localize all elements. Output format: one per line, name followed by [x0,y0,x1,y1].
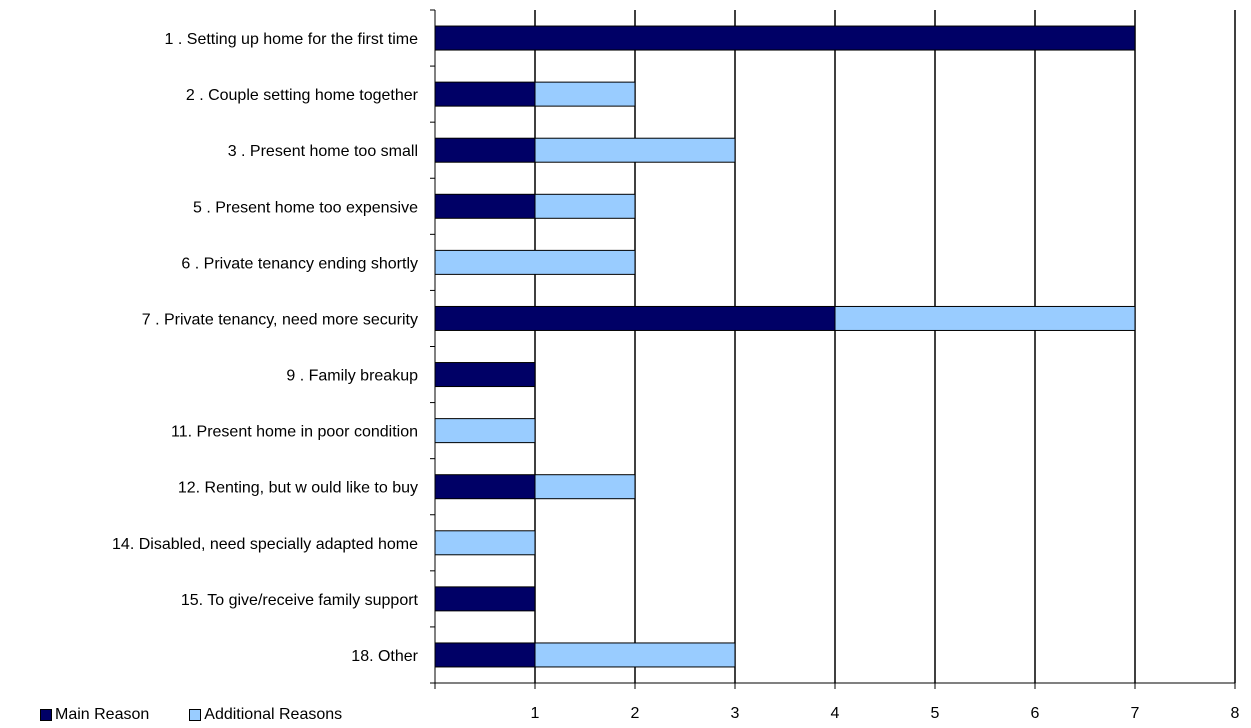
bar-main-reason-4 [434,193,536,219]
x-tick-label-8: 8 [1231,705,1240,722]
category-label: 7 . Private tenancy, need more security [142,311,418,328]
x-tick-label-3: 3 [731,705,740,722]
bars [434,25,1136,668]
bar-main-reason-1 [434,25,1136,51]
x-tick-label-7: 7 [1131,705,1140,722]
bar-additional-reasons-2 [534,81,636,107]
bar-additional-reasons-4 [534,193,636,219]
bar-additional-reasons-3 [534,137,736,163]
bar-main-reason-12 [434,642,536,668]
legend-label-main-reason: Main Reason [55,706,150,723]
bar-additional-reasons-6 [834,305,1136,331]
legend-item-additional-reasons: Additional Reasons [189,706,342,724]
bar-main-reason-6 [434,305,836,331]
bar-additional-reasons-9 [534,474,636,500]
category-label: 12. Renting, but w ould like to buy [178,480,418,497]
category-label: 9 . Family breakup [286,368,418,385]
bar-additional-reasons-12 [534,642,736,668]
category-label: 3 . Present home too small [228,143,418,160]
bar-additional-reasons-8 [434,418,536,444]
category-label: 14. Disabled, need specially adapted hom… [112,536,418,553]
x-tick-label-4: 4 [831,705,840,722]
legend-swatch-main-reason [40,709,52,721]
x-tick-label-1: 1 [531,705,540,722]
category-label: 11. Present home in poor condition [171,424,418,441]
legend-label-additional-reasons: Additional Reasons [204,706,343,723]
category-label: 5 . Present home too expensive [193,199,418,216]
category-label: 2 . Couple setting home together [186,87,419,104]
x-tick-label-5: 5 [931,705,940,722]
legend: Main Reason Additional Reasons [40,706,382,724]
bar-main-reason-9 [434,474,536,500]
bar-main-reason-3 [434,137,536,163]
category-label: 6 . Private tenancy ending shortly [181,255,418,272]
x-tick-label-2: 2 [631,705,640,722]
category-label: 15. To give/receive family support [181,592,419,609]
legend-swatch-additional-reasons [189,709,202,721]
bar-additional-reasons-10 [434,530,536,556]
bar-main-reason-11 [434,586,536,612]
category-label: 1 . Setting up home for the first time [165,31,419,48]
bar-main-reason-7 [434,362,536,388]
category-labels: 1 . Setting up home for the first time 2 … [112,31,419,665]
x-tick-label-6: 6 [1031,705,1040,722]
gridlines [534,10,1236,683]
bar-additional-reasons-5 [434,249,636,275]
bar-main-reason-2 [434,81,536,107]
category-label: 18. Other [351,648,418,665]
axes [430,9,1236,689]
x-tick-labels: 1 2 3 4 5 6 7 8 [531,705,1240,722]
legend-item-main-reason: Main Reason [40,706,149,724]
